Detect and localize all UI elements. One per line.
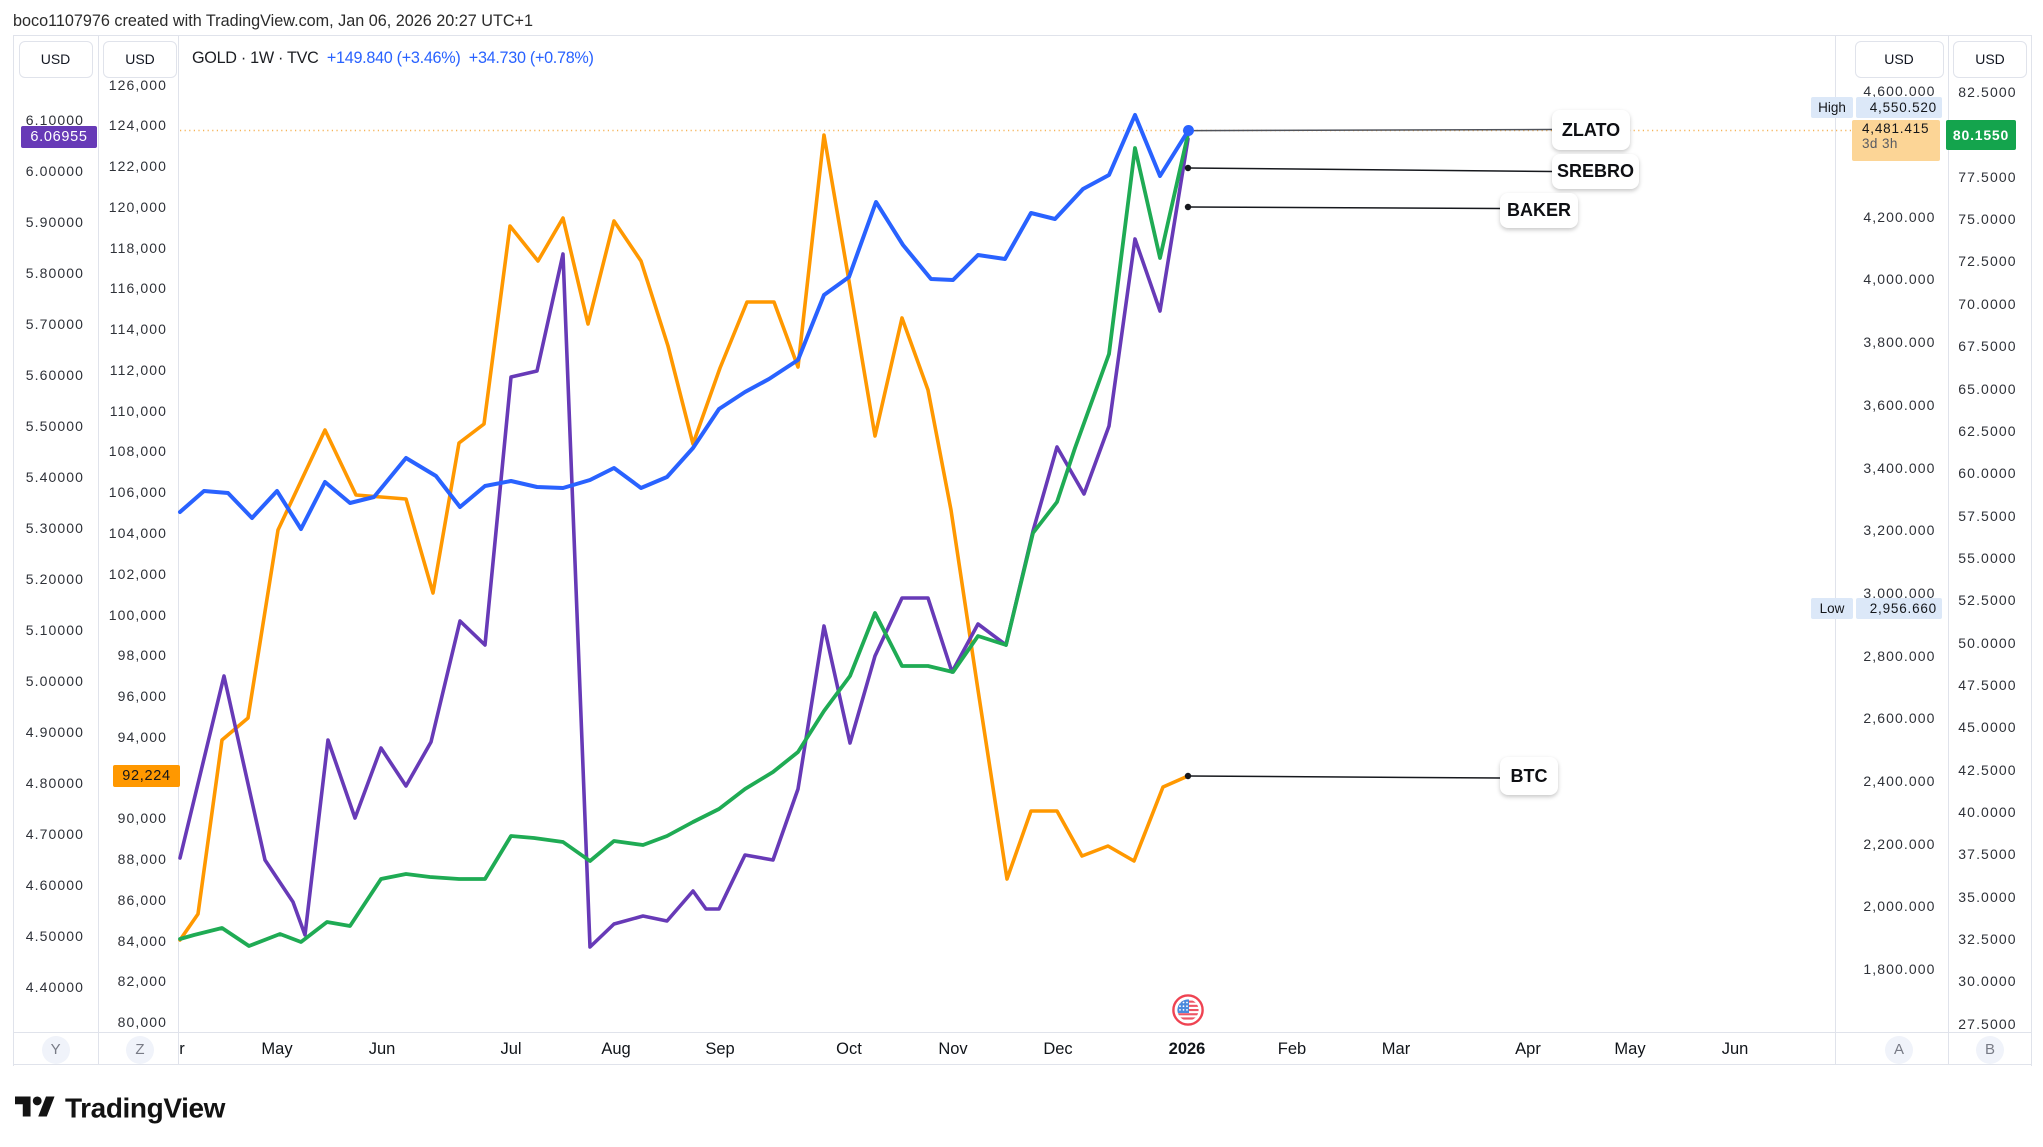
svg-text:TradingView: TradingView (65, 1093, 226, 1124)
